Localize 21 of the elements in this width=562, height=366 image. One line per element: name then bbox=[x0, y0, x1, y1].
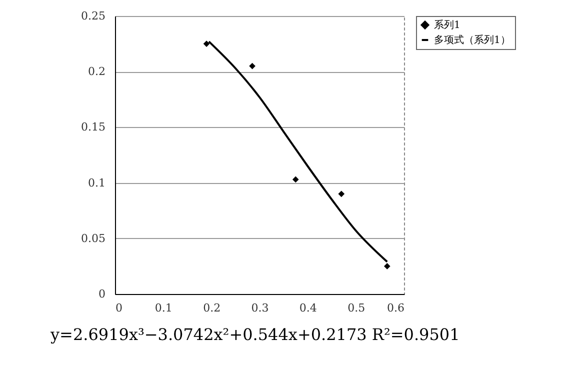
y-tick-label: 0.25 bbox=[81, 10, 106, 22]
y-tick-label: 0 bbox=[98, 288, 106, 300]
x-tick-label: 0.4 bbox=[299, 302, 317, 314]
x-tick-label: 0.6 bbox=[387, 302, 404, 314]
point bbox=[338, 190, 345, 198]
point bbox=[292, 176, 299, 183]
y-tick-label: 0.05 bbox=[81, 232, 106, 245]
legend-label: 多项式（系列1） bbox=[434, 34, 510, 46]
point bbox=[384, 263, 390, 270]
x-tick-label: 0.1 bbox=[154, 302, 172, 314]
x-tick-label: 0.5 bbox=[348, 302, 366, 314]
y-tick-label: 0.15 bbox=[81, 120, 106, 134]
y-tick-label: 0.1 bbox=[88, 176, 106, 190]
x-tick-label: 0.3 bbox=[251, 302, 269, 314]
y-tick-label: 0.2 bbox=[88, 65, 106, 78]
text: y=2.6919x³−3.0742x²+0.544x+0.2173 R²=0.9501 bbox=[50, 325, 460, 344]
x-tick-label: 0 bbox=[116, 302, 122, 314]
x-tick-label: 0.2 bbox=[203, 302, 221, 314]
legend-label: 系列1 bbox=[434, 19, 460, 31]
point bbox=[249, 62, 256, 70]
point bbox=[203, 40, 210, 47]
